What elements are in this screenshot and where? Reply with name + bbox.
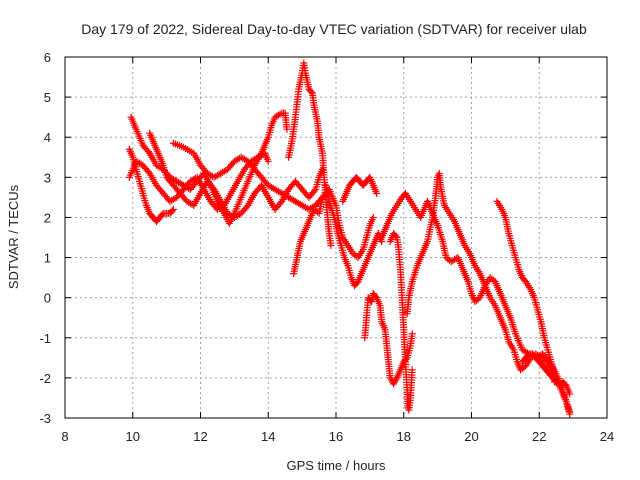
data-point [373, 189, 381, 197]
y-tick-label: 3 [44, 170, 51, 185]
data-point [310, 187, 318, 195]
plot-frame [64, 56, 608, 419]
data-point [327, 242, 335, 250]
x-tick-label: 24 [600, 429, 614, 444]
y-tick-label: 1 [44, 251, 51, 266]
axis-ticks [64, 56, 608, 419]
y-tick-label: 5 [44, 90, 51, 105]
data-point [318, 165, 326, 173]
x-tick-label: 20 [464, 429, 478, 444]
data-point [307, 88, 315, 96]
y-tick-label: 2 [44, 210, 51, 225]
series-sat-j [361, 290, 416, 388]
data-point [540, 357, 548, 365]
data-point [352, 252, 360, 260]
x-tick-labels: 8 10 12 14 16 18 20 22 24 [61, 429, 614, 444]
data-point [408, 366, 416, 374]
y-tick-label: 4 [44, 130, 51, 145]
data-point [408, 330, 416, 338]
x-tick-label: 14 [261, 429, 275, 444]
data-point [209, 184, 217, 192]
data-point [264, 157, 272, 165]
data-point [276, 199, 284, 207]
series-sat-l [386, 229, 416, 414]
y-tick-label: -1 [39, 331, 51, 346]
data-points [125, 59, 574, 418]
y-axis-label: SDTVAR / TECUs [6, 184, 21, 289]
x-axis-label: GPS time / hours [287, 458, 386, 473]
data-point [144, 168, 152, 176]
y-tick-label: -2 [39, 371, 51, 386]
y-tick-label: 6 [44, 50, 51, 65]
data-point [520, 363, 528, 371]
y-tick-label: 0 [44, 291, 51, 306]
data-point [276, 110, 284, 118]
series-sat-i [339, 173, 381, 205]
x-tick-label: 22 [532, 429, 546, 444]
data-point [144, 148, 152, 156]
y-tick-label: -3 [39, 411, 51, 426]
data-point [168, 207, 176, 215]
series-sat-m [403, 169, 558, 386]
data-point [369, 213, 377, 221]
x-tick-label: 8 [61, 429, 68, 444]
data-point [566, 410, 574, 418]
data-point [283, 125, 291, 133]
series-sat-b [125, 145, 177, 225]
data-point [169, 205, 177, 213]
x-tick-label: 18 [397, 429, 411, 444]
x-tick-label: 16 [329, 429, 343, 444]
series-sat-o [518, 350, 574, 398]
data-point [243, 203, 251, 211]
x-tick-label: 10 [126, 429, 140, 444]
x-tick-label: 12 [193, 429, 207, 444]
y-tick-labels: -3 -2 -1 0 1 2 3 4 5 6 [39, 50, 51, 426]
data-point [566, 390, 574, 398]
data-point [392, 232, 400, 240]
series-sat-d [146, 129, 326, 221]
chart-title: Day 179 of 2022, Sidereal Day-to-day VTE… [81, 21, 587, 37]
